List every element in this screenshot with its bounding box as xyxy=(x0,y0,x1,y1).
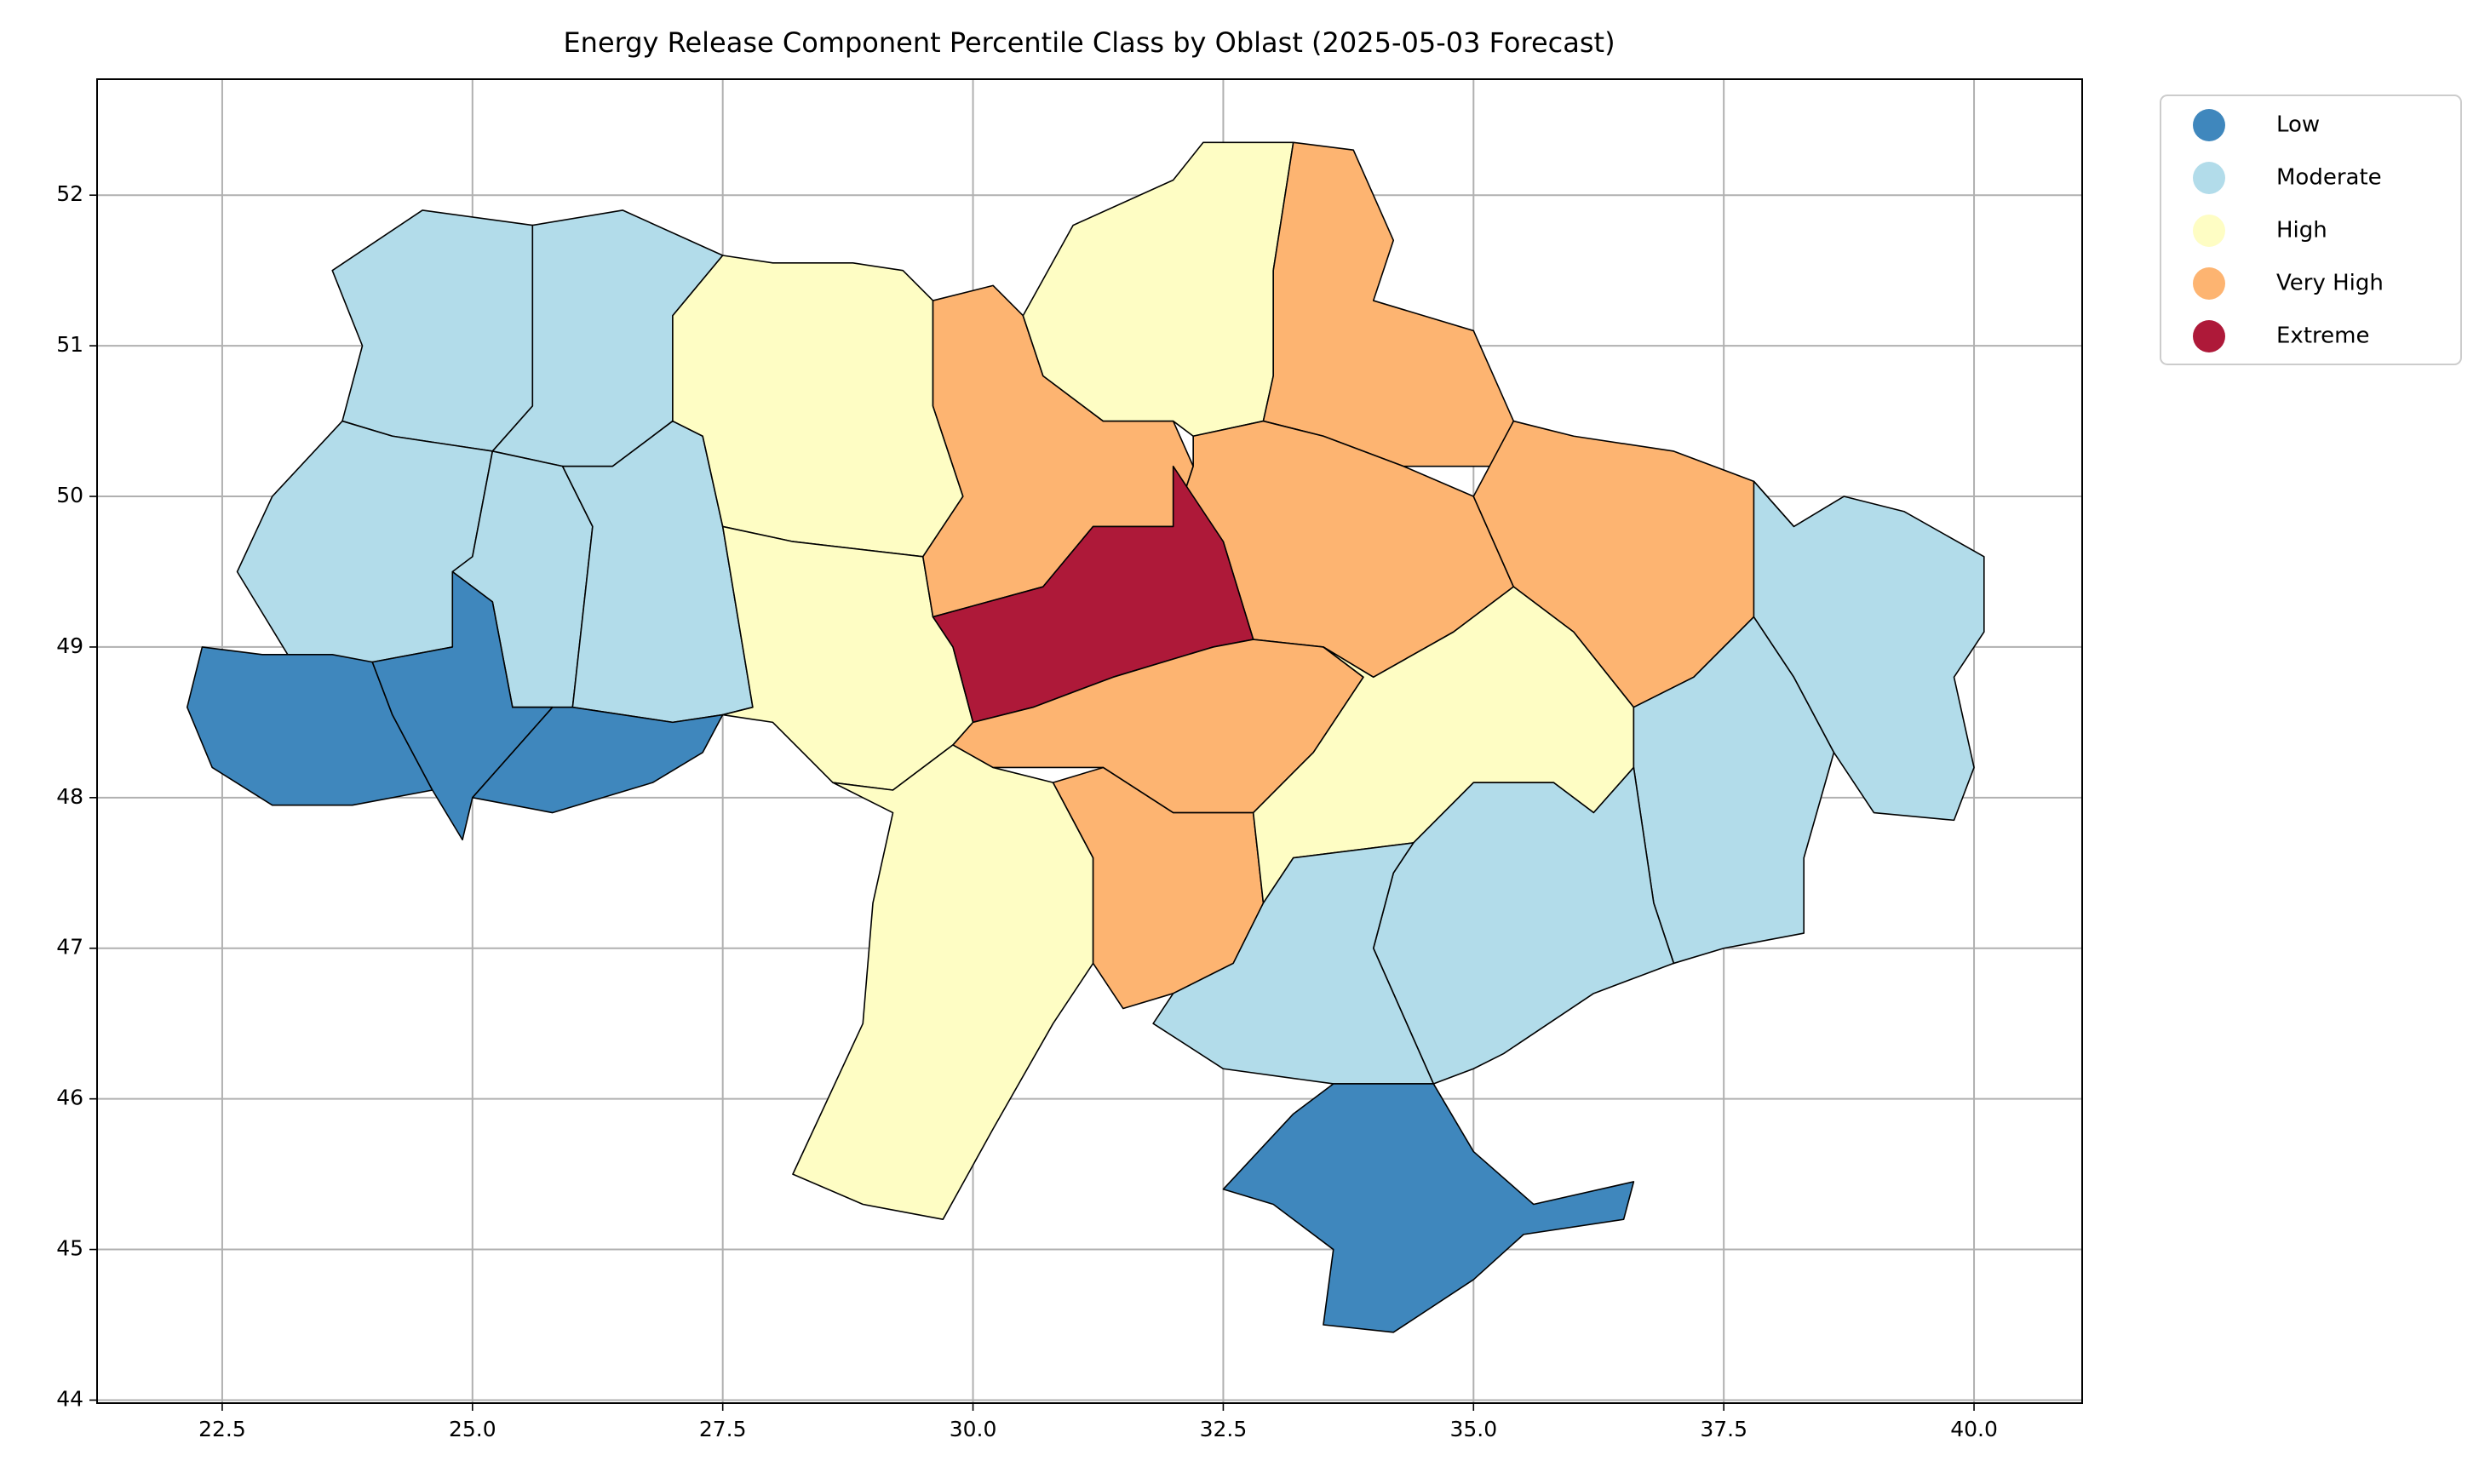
legend-marker xyxy=(2193,162,2225,194)
legend-label: Extreme xyxy=(2276,324,2369,349)
legend-label: High xyxy=(2276,218,2327,244)
x-tick-label: 35.0 xyxy=(1449,1417,1497,1441)
y-tick-label: 44 xyxy=(56,1386,83,1411)
chart-title: Energy Release Component Percentile Clas… xyxy=(563,26,1615,59)
x-tick-label: 37.5 xyxy=(1700,1417,1747,1441)
y-tick-label: 47 xyxy=(56,935,83,960)
x-tick-label: 25.0 xyxy=(449,1417,496,1441)
oblast xyxy=(472,706,724,814)
y-tick-label: 49 xyxy=(56,633,83,658)
y-tick-label: 45 xyxy=(56,1236,83,1261)
legend-label: Moderate xyxy=(2276,165,2382,191)
y-tick-label: 52 xyxy=(56,181,83,206)
legend-label: Very High xyxy=(2276,271,2384,296)
oblast xyxy=(1753,480,1985,822)
plot-frame xyxy=(96,78,2083,1404)
x-tick-label: 40.0 xyxy=(1950,1417,1998,1441)
legend-marker xyxy=(2193,215,2225,247)
oblast xyxy=(331,209,534,452)
y-tick-label: 50 xyxy=(56,483,83,507)
x-tick-label: 32.5 xyxy=(1200,1417,1248,1441)
axes: 22.5 25.0 27.5 30.0 32.5 35.0 37.5 40.0 44 45 46 47… xyxy=(56,78,2083,1441)
oblast xyxy=(792,744,1094,1220)
oblast xyxy=(1022,141,1294,438)
legend-box xyxy=(2160,95,2462,365)
x-tick-label: 22.5 xyxy=(198,1417,246,1441)
y-tick-label: 46 xyxy=(56,1086,83,1110)
y-tick-label: 51 xyxy=(56,332,83,357)
legend-label: Low xyxy=(2276,112,2320,138)
legend-marker xyxy=(2193,320,2225,352)
map xyxy=(186,141,1985,1333)
legend-marker xyxy=(2193,109,2225,141)
x-tick-label: 30.0 xyxy=(950,1417,997,1441)
legend: Low Moderate High Very High Extreme xyxy=(2160,95,2462,365)
oblast xyxy=(1222,1083,1635,1333)
legend-marker xyxy=(2193,267,2225,300)
oblast xyxy=(1262,141,1515,467)
y-tick-label: 48 xyxy=(56,784,83,809)
x-tick-label: 27.5 xyxy=(699,1417,747,1441)
